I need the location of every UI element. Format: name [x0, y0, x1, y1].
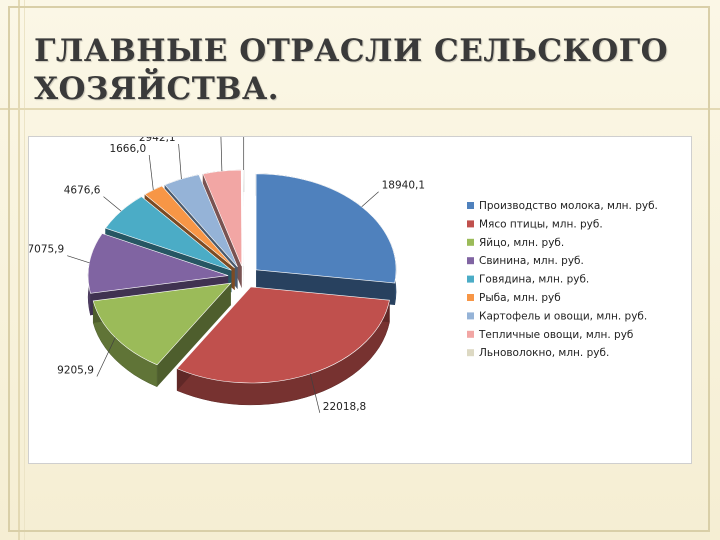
chart-panel: 18940,1 22018,8 9205,9 7075,9 4676,6 1666,0 29… [27, 123, 692, 464]
legend-item-2: Яйцо, млн. руб. [479, 237, 564, 249]
decorative-horizontal-rule [0, 108, 720, 110]
legend-swatch-8 [467, 349, 474, 357]
pie-slice-wall-2-0 [157, 283, 231, 387]
data-label-leader-1 [309, 373, 321, 413]
chart-legend: Производство молока, млн. руб. Мясо птицы… [467, 200, 658, 359]
data-label-1: 22018,8 [323, 401, 366, 413]
decorative-vertical-rule [18, 0, 20, 540]
data-label-leader-6 [178, 143, 182, 180]
legend-item-8: Льноволокно, млн. руб. [479, 347, 609, 359]
pie-slice-wall-0-1 [256, 269, 395, 305]
legend-swatch-6 [467, 312, 474, 320]
legend-item-6: Картофель и овощи, млн. руб. [479, 310, 647, 322]
pie-slice-4 [105, 196, 232, 271]
legend-item-7: Тепличные овощи, млн. руб [478, 329, 633, 341]
pie-slice-8 [243, 169, 245, 267]
legend-item-4: Говядина, млн. руб. [479, 274, 589, 286]
slide-frame [8, 6, 710, 532]
legend-swatch-3 [467, 257, 474, 265]
pie-chart: 18940,1 22018,8 9205,9 7075,9 4676,6 1666,029… [27, 123, 658, 413]
pie-slice-6 [164, 174, 238, 268]
data-label-leader-5 [148, 154, 154, 191]
legend-item-5: Рыба, млн. руб [479, 292, 561, 304]
data-label-leader-3 [67, 255, 90, 264]
data-label-leader-4 [103, 196, 122, 212]
pie-slice-2 [92, 282, 232, 366]
slide-title-line-1: ГЛАВНЫЕ ОТРАСЛИ СЕЛЬСКОГО [34, 33, 669, 69]
slide-title-line-2: ХОЗЯЙСТВА. [34, 71, 280, 107]
legend-item-1: Мясо птицы, млн. руб. [479, 218, 603, 230]
legend-item-3: Свинина, млн. руб. [479, 255, 584, 267]
data-label-leader-2 [96, 337, 116, 377]
data-label-leader-7 [220, 136, 223, 172]
legend-swatch-1 [467, 220, 474, 228]
legend-swatch-5 [467, 294, 474, 301]
decorative-vertical-rule-thin [24, 0, 25, 540]
data-label-0: 18940,1 [382, 180, 425, 192]
pie-slice-0 [255, 173, 397, 284]
legend-swatch-4 [467, 275, 474, 283]
legend-swatch-0 [467, 202, 474, 209]
pie-tops [87, 169, 397, 384]
slide-title: ГЛАВНЫЕ ОТРАСЛИ СЕЛЬСКОГО ХОЗЯЙСТВА. [34, 32, 694, 108]
legend-swatch-7 [467, 330, 474, 338]
legend-item-0: Производство молока, млн. руб. [479, 200, 658, 212]
data-label-leader-0 [361, 191, 379, 208]
data-label-6: 2942,1 [139, 137, 176, 144]
legend-swatch-2 [467, 238, 474, 246]
data-label-2: 9205,9 [57, 365, 94, 377]
data-label-4: 4676,6 [64, 185, 101, 197]
data-label-5: 1666,0 [109, 143, 146, 155]
data-label-3: 7075,9 [29, 244, 64, 256]
